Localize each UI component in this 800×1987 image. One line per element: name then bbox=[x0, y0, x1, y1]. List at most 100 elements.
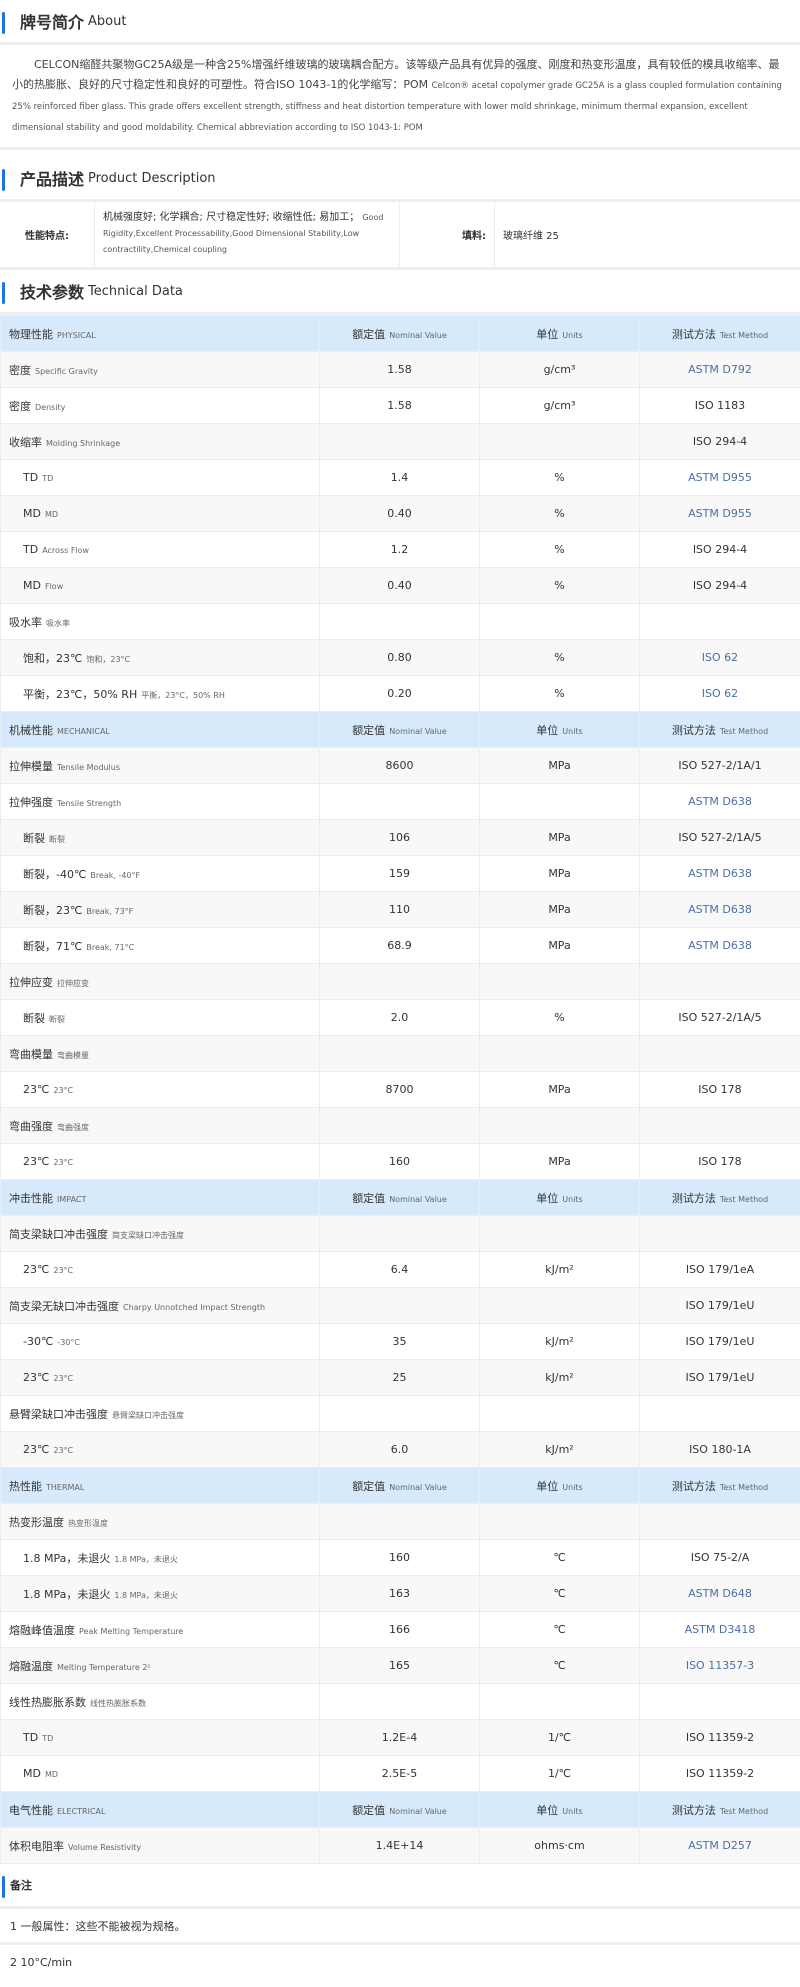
unit-cell: 1/℃ bbox=[479, 1719, 640, 1756]
col-label-en: Units bbox=[562, 1194, 583, 1204]
unit-cell: % bbox=[479, 675, 640, 712]
test-method-link[interactable]: ASTM D792 bbox=[639, 351, 800, 388]
test-method-link[interactable]: ISO 11357-3 bbox=[639, 1647, 800, 1684]
property-cell: 拉伸应变 拉伸应变 bbox=[0, 963, 320, 1000]
property-cell: 1.8 MPa，未退火 1.8 MPa，未退火 bbox=[0, 1575, 320, 1612]
group-name: 热性能 THERMAL bbox=[0, 1467, 320, 1504]
table-row: 简支梁缺口冲击强度 简支梁缺口冲击强度 bbox=[0, 1215, 800, 1252]
unit-cell: % bbox=[479, 639, 640, 676]
group-name-en: MECHANICAL bbox=[57, 726, 110, 736]
group-header-electrical: 电气性能 ELECTRICAL 额定值 Nominal Value 单位 Units 测试方… bbox=[0, 1791, 800, 1828]
test-method-link[interactable]: ASTM D257 bbox=[639, 1827, 800, 1864]
table-row: 简支梁无缺口冲击强度 Charpy Unnotched Impact Streng… bbox=[0, 1287, 800, 1324]
property-cn: 密度 bbox=[9, 363, 31, 377]
value-cell: 165 bbox=[319, 1647, 480, 1684]
property-en: 拉伸应变 bbox=[57, 978, 89, 988]
value-cell bbox=[319, 963, 480, 1000]
property-cell: TD TD bbox=[0, 459, 320, 496]
col-label-en: Nominal Value bbox=[389, 1194, 447, 1204]
col-method-header: 测试方法 Test Method bbox=[639, 711, 800, 748]
value-cell bbox=[319, 1683, 480, 1720]
property-en: Density bbox=[35, 402, 66, 412]
property-cn: MD bbox=[23, 579, 41, 592]
tech-header: 技术参数 Technical Data bbox=[0, 270, 800, 315]
test-method-link[interactable]: ISO 62 bbox=[639, 675, 800, 712]
about-text-cn: CELCON缩醛共聚物GC25A级是一种含25%增强纤维玻璃的玻璃耦合配方。该等… bbox=[12, 58, 780, 91]
group-name-cn: 冲击性能 bbox=[9, 1191, 53, 1205]
test-method-cell: ISO 179/1eU bbox=[639, 1359, 800, 1396]
property-cell: 简支梁缺口冲击强度 简支梁缺口冲击强度 bbox=[0, 1215, 320, 1252]
property-cn: 熔融峰值温度 bbox=[9, 1623, 75, 1637]
property-cell: 平衡，23℃，50% RH 平衡，23°C，50% RH bbox=[0, 675, 320, 712]
property-cell: 弯曲模量 弯曲模量 bbox=[0, 1035, 320, 1072]
property-cn: -30℃ bbox=[23, 1335, 54, 1348]
tech-table: 物理性能 PHYSICAL 额定值 Nominal Value 单位 Units 测试方法 T… bbox=[0, 315, 800, 1864]
property-en: 23°C bbox=[53, 1266, 74, 1275]
property-en: Tensile Strength bbox=[57, 798, 122, 808]
property-cn: TD bbox=[23, 471, 39, 484]
col-unit-header: 单位 Units bbox=[479, 1791, 640, 1828]
test-method-link[interactable]: ASTM D3418 bbox=[639, 1611, 800, 1648]
notes-header: 备注 bbox=[0, 1864, 800, 1909]
value-cell bbox=[319, 603, 480, 640]
col-unit-header: 单位 Units bbox=[479, 711, 640, 748]
property-cn: 弯曲模量 bbox=[9, 1047, 53, 1061]
col-method-header: 测试方法 Test Method bbox=[639, 1179, 800, 1216]
property-en: 弯曲模量 bbox=[57, 1050, 89, 1060]
table-row: 23℃ 23°C 6.0 kJ/m² ISO 180-1A bbox=[0, 1431, 800, 1468]
col-label-cn: 额定值 bbox=[352, 723, 386, 737]
unit-cell: MPa bbox=[479, 891, 640, 928]
group-name: 电气性能 ELECTRICAL bbox=[0, 1791, 320, 1828]
test-method-link[interactable]: ISO 62 bbox=[639, 639, 800, 676]
test-method-cell: ISO 179/1eU bbox=[639, 1287, 800, 1324]
value-cell: 68.9 bbox=[319, 927, 480, 964]
property-cn: 23℃ bbox=[23, 1083, 50, 1096]
col-label-cn: 单位 bbox=[536, 1803, 559, 1817]
group-name-en: IMPACT bbox=[57, 1194, 87, 1204]
property-cell: 熔融峰值温度 Peak Melting Temperature bbox=[0, 1611, 320, 1648]
col-label-cn: 测试方法 bbox=[671, 1803, 716, 1817]
property-cn: 饱和，23℃ bbox=[23, 651, 83, 665]
table-row: -30℃ -30°C 35 kJ/m² ISO 179/1eU bbox=[0, 1323, 800, 1360]
property-cell: MD Flow bbox=[0, 567, 320, 604]
test-method-link[interactable]: ASTM D638 bbox=[639, 927, 800, 964]
property-cell: 饱和，23℃ 饱和，23°C bbox=[0, 639, 320, 676]
table-row: 熔融峰值温度 Peak Melting Temperature 166 ℃ ASTM D… bbox=[0, 1611, 800, 1648]
col-label-cn: 单位 bbox=[536, 1191, 559, 1205]
table-row: MD MD 0.40% ASTM D955 bbox=[0, 495, 800, 532]
table-row: 饱和，23℃ 饱和，23°C 0.80% ISO 62 bbox=[0, 639, 800, 676]
test-method-link[interactable]: ASTM D638 bbox=[639, 891, 800, 928]
unit-cell: kJ/m² bbox=[479, 1431, 640, 1468]
property-cn: 断裂，71℃ bbox=[23, 939, 83, 953]
property-cell: MD MD bbox=[0, 495, 320, 532]
col-label-en: Test Method bbox=[719, 1806, 769, 1816]
product-title-en: Product Description bbox=[88, 170, 216, 186]
value-cell: 6.0 bbox=[319, 1431, 480, 1468]
value-cell bbox=[319, 1287, 480, 1324]
property-cn: 断裂，-40℃ bbox=[23, 867, 87, 881]
property-en: 平衡，23°C，50% RH bbox=[141, 690, 225, 700]
value-cell bbox=[319, 783, 480, 820]
about-section: 牌号简介 About CELCON缩醛共聚物GC25A级是一种含25%增强纤维玻璃… bbox=[0, 0, 800, 150]
value-cell bbox=[319, 1395, 480, 1432]
test-method-link[interactable]: ASTM D955 bbox=[639, 459, 800, 496]
col-label-en: Test Method bbox=[719, 330, 769, 340]
property-en: 弯曲强度 bbox=[57, 1122, 89, 1132]
test-method-link[interactable]: ASTM D638 bbox=[639, 783, 800, 820]
property-en: 线性热膨胀系数 bbox=[90, 1698, 146, 1708]
feature-en: Good Rigidity,Excellent Processability,G… bbox=[103, 213, 384, 254]
property-en: Melting Temperature 2² bbox=[57, 1662, 151, 1672]
product-desc-table: 性能特点: 机械强度好; 化学耦合; 尺寸稳定性好; 收缩性低; 易加工； Go… bbox=[0, 202, 800, 270]
test-method-cell: ISO 75-2/A bbox=[639, 1539, 800, 1576]
col-value-header: 额定值 Nominal Value bbox=[319, 1467, 480, 1504]
test-method-cell: ISO 178 bbox=[639, 1071, 800, 1108]
value-cell: 160 bbox=[319, 1539, 480, 1576]
property-en: 23°C bbox=[53, 1158, 74, 1167]
test-method-link[interactable]: ASTM D638 bbox=[639, 855, 800, 892]
test-method-link[interactable]: ASTM D955 bbox=[639, 495, 800, 532]
test-method-link[interactable]: ASTM D648 bbox=[639, 1575, 800, 1612]
table-row: 线性热膨胀系数 线性热膨胀系数 bbox=[0, 1683, 800, 1720]
property-cell: 断裂 断裂 bbox=[0, 819, 320, 856]
test-method-cell bbox=[639, 603, 800, 640]
test-method-cell bbox=[639, 1395, 800, 1432]
